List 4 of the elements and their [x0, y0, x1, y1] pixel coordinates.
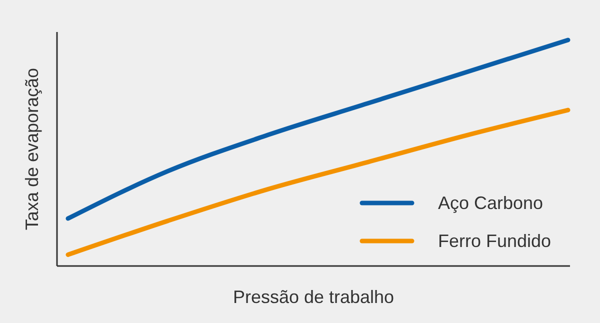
y-axis-title: Taxa de evaporação: [22, 68, 42, 230]
legend-label: Aço Carbono: [438, 193, 544, 213]
x-axis-title: Pressão de trabalho: [232, 287, 394, 307]
legend-label: Ferro Fundido: [438, 231, 552, 251]
